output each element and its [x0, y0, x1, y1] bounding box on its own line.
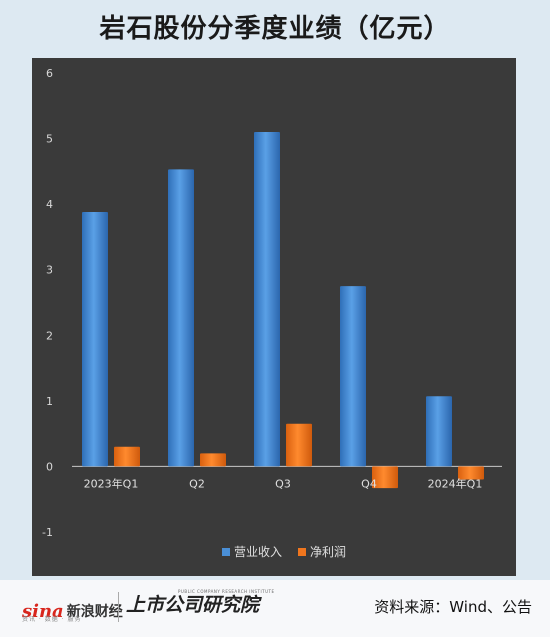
legend-label: 净利润 — [310, 545, 346, 559]
x-tick-label: Q2 — [189, 477, 205, 490]
y-tick-label: 4 — [46, 198, 53, 211]
institute-tagline: PUBLIC COMPANY RESEARCH INSTITUTE — [178, 589, 275, 594]
source-note: 资料来源：Wind、公告 — [374, 598, 532, 616]
y-tick-label: 0 — [46, 460, 53, 473]
chart-title: 岩石股份分季度业绩（亿元） — [99, 14, 451, 44]
bar-营业收入-2024年Q1 — [426, 396, 452, 467]
y-tick-label: 3 — [46, 264, 53, 277]
x-tick-label: Q4 — [361, 477, 377, 490]
legend-swatch — [222, 548, 230, 556]
sina-finance-name: 新浪财经 — [66, 604, 123, 620]
x-tick-label: Q3 — [275, 477, 291, 490]
bar-营业收入-2023年Q1 — [82, 212, 108, 467]
bar-营业收入-Q2 — [168, 169, 194, 467]
bar-净利润-2023年Q1 — [114, 446, 140, 467]
bar-chart: -1 0 1 2 3 4 5 6 2023年Q1 Q2 Q3 Q4 2024年Q1 营业收入 净利润 — [42, 67, 502, 559]
sina-tagline: 资讯 · 数据 · 服务 — [22, 616, 82, 623]
y-tick-label: -1 — [42, 526, 53, 539]
x-tick-label: 2023年Q1 — [84, 476, 139, 490]
footer: sina 新浪财经 资讯 · 数据 · 服务 上市公司研究院 PUBLIC CO… — [0, 580, 550, 637]
bar-净利润-2024年Q1 — [458, 466, 484, 480]
bar-净利润-Q3 — [286, 423, 312, 467]
x-tick-label: 2024年Q1 — [428, 476, 483, 490]
bar-净利润-Q4 — [372, 466, 398, 489]
legend-swatch — [298, 548, 306, 556]
chart-panel: -1 0 1 2 3 4 5 6 2023年Q1 Q2 Q3 Q4 2024年Q1 营业收入 净利润 — [32, 58, 516, 576]
y-tick-label: 2 — [46, 329, 53, 342]
bar-净利润-Q2 — [200, 453, 226, 467]
y-tick-label: 6 — [46, 67, 53, 80]
sina-finance-logo[interactable]: sina 新浪财经 — [22, 592, 123, 622]
footer-divider — [118, 592, 119, 622]
legend-label: 营业收入 — [234, 545, 282, 559]
sina-wordmark: sina — [22, 601, 64, 622]
y-tick-label: 1 — [46, 395, 53, 408]
institute-logo[interactable]: 上市公司研究院 PUBLIC COMPANY RESEARCH INSTITUT… — [126, 589, 274, 617]
institute-name: 上市公司研究院 — [126, 594, 260, 616]
y-tick-label: 5 — [46, 133, 53, 146]
bar-营业收入-Q4 — [340, 286, 366, 467]
bar-营业收入-Q3 — [254, 132, 280, 467]
